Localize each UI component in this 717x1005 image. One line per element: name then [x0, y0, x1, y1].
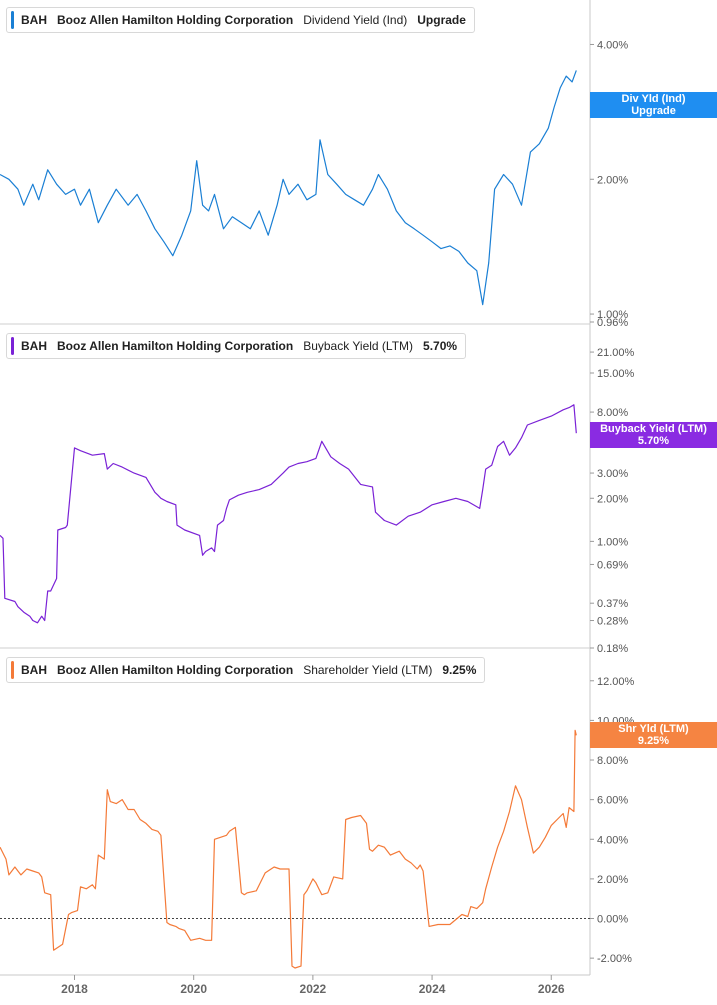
y-tick-label: 1.00%	[597, 536, 628, 548]
legend-metric: Dividend Yield (Ind)	[303, 13, 408, 27]
legend-metric: Shareholder Yield (LTM)	[303, 663, 433, 677]
flag-label: Shr Yld (LTM)	[618, 723, 689, 735]
legend-company: Booz Allen Hamilton Holding Corporation	[57, 13, 294, 27]
series-line	[0, 70, 577, 306]
x-tick-label: 2018	[61, 982, 88, 996]
y-tick-label: 12.00%	[597, 676, 635, 688]
y-tick-label: 1.00%	[597, 309, 628, 321]
x-tick-label: 2024	[419, 982, 446, 996]
value-flag-buyback: Buyback Yield (LTM) 5.70%	[590, 422, 717, 448]
flag-value: 9.25%	[637, 735, 670, 747]
legend-dividend: BAH Booz Allen Hamilton Holding Corporat…	[6, 7, 475, 33]
flag-value: Upgrade	[631, 105, 676, 117]
y-tick-label: 8.00%	[597, 407, 628, 419]
y-tick-label: -2.00%	[597, 953, 632, 965]
x-tick-label: 2022	[300, 982, 327, 996]
series-line	[0, 404, 577, 624]
y-tick-label: 4.00%	[597, 834, 628, 846]
y-tick-label: 0.69%	[597, 559, 628, 571]
y-tick-label: 4.00%	[597, 39, 628, 51]
series-color-swatch	[11, 337, 14, 355]
legend-ticker: BAH	[21, 339, 47, 353]
y-tick-label: 8.00%	[597, 755, 628, 767]
y-tick-label: 0.28%	[597, 616, 628, 628]
legend-shareholder: BAH Booz Allen Hamilton Holding Corporat…	[6, 657, 486, 683]
series-color-swatch	[11, 661, 14, 679]
legend-company: Booz Allen Hamilton Holding Corporation	[57, 663, 294, 677]
value-flag-shareholder: Shr Yld (LTM) 9.25%	[590, 722, 717, 748]
legend-value: 5.70%	[423, 339, 458, 353]
y-tick-label: 0.96%	[597, 317, 628, 329]
series-color-swatch	[11, 11, 14, 29]
y-tick-label: 2.00%	[597, 874, 628, 886]
legend-ticker: BAH	[21, 663, 47, 677]
y-tick-label: 2.00%	[597, 493, 628, 505]
y-tick-label: 15.00%	[597, 368, 635, 380]
y-tick-label: 0.37%	[597, 598, 628, 610]
y-tick-label: 0.00%	[597, 914, 628, 926]
value-flag-dividend: Div Yld (Ind) Upgrade	[590, 92, 717, 118]
y-tick-label: 6.00%	[597, 795, 628, 807]
legend-company: Booz Allen Hamilton Holding Corporation	[57, 339, 294, 353]
legend-value: 9.25%	[442, 663, 477, 677]
y-tick-label: 21.00%	[597, 347, 635, 359]
flag-label: Buyback Yield (LTM)	[600, 423, 707, 435]
legend-value: Upgrade	[417, 13, 466, 27]
legend-buyback: BAH Booz Allen Hamilton Holding Corporat…	[6, 333, 467, 359]
legend-metric: Buyback Yield (LTM)	[303, 339, 414, 353]
legend-ticker: BAH	[21, 13, 47, 27]
flag-value: 5.70%	[637, 435, 670, 447]
flag-label: Div Yld (Ind)	[621, 93, 686, 105]
y-tick-label: 3.00%	[597, 468, 628, 480]
y-tick-label: 2.00%	[597, 174, 628, 186]
y-tick-label: 0.18%	[597, 643, 628, 655]
x-tick-label: 2026	[538, 982, 565, 996]
x-tick-label: 2020	[180, 982, 207, 996]
series-line	[0, 729, 577, 969]
